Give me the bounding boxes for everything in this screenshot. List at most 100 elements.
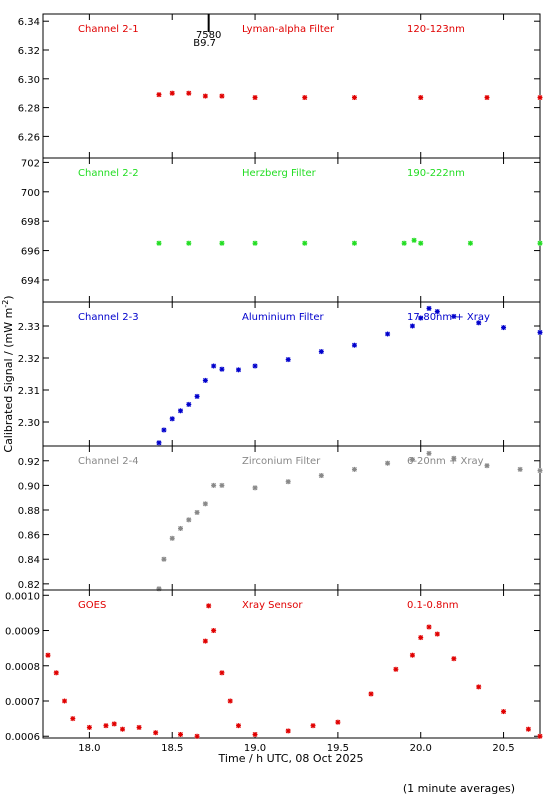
y-tick-label: 0.90 <box>18 481 40 492</box>
y-tick-label: 0.0008 <box>5 662 40 673</box>
y-tick-label: 698 <box>21 217 40 228</box>
data-point <box>368 691 374 697</box>
data-point <box>178 408 184 414</box>
panel-2: 694 696 698 700 702 Channel 2-2 Herzberg Filte… <box>21 157 543 303</box>
data-point <box>153 730 159 736</box>
data-point <box>202 93 208 99</box>
panel-3: 2.30 2.31 2.32 2.33 Channel 2-3 Aluminium Fil… <box>18 301 543 447</box>
filter-label: Zirconium Filter <box>242 456 321 467</box>
data-point <box>409 457 415 463</box>
data-point <box>351 240 357 246</box>
data-point <box>351 466 357 472</box>
data-point <box>537 329 543 335</box>
data-point <box>202 377 208 383</box>
data-point <box>409 323 415 329</box>
x-tick-label: 18.5 <box>161 743 183 754</box>
data-point <box>136 724 142 730</box>
y-tick-label: 0.82 <box>18 580 40 591</box>
data-point <box>302 95 308 101</box>
data-point <box>156 586 162 592</box>
y-tick-label: 700 <box>21 188 40 199</box>
data-point <box>451 313 457 319</box>
band-label: 17-80nm + Xray <box>407 312 490 323</box>
y-tick-label: 0.0010 <box>5 591 40 602</box>
x-tick-label: 19.5 <box>327 743 349 754</box>
x-tick-label: 20.0 <box>410 743 432 754</box>
averaging-footnote: (1 minute averages) <box>403 782 515 795</box>
band-label: 190-222nm <box>407 168 465 179</box>
data-point <box>235 723 241 729</box>
data-point <box>53 670 59 676</box>
data-point <box>219 366 225 372</box>
data-point <box>194 509 200 515</box>
panel-1: 6.26 6.28 6.30 6.32 6.34 Channel 2-1 Lyman-alp… <box>18 13 543 159</box>
data-point <box>385 331 391 337</box>
y-tick-label: 6.34 <box>18 17 40 28</box>
data-point <box>62 698 68 704</box>
data-point <box>517 466 523 472</box>
data-point <box>426 624 432 630</box>
filter-label: Aluminium Filter <box>242 312 325 323</box>
data-point <box>219 670 225 676</box>
y-tick-label: 6.26 <box>18 132 40 143</box>
data-point <box>467 240 473 246</box>
data-point <box>194 393 200 399</box>
data-point <box>411 237 417 243</box>
x-tick-label: 19.0 <box>244 743 266 754</box>
data-point <box>186 240 192 246</box>
panel-frame <box>42 301 541 447</box>
channel-label: Channel 2-2 <box>78 168 139 179</box>
y-tick-label: 2.31 <box>18 386 40 397</box>
data-point <box>401 240 407 246</box>
y-tick-label: 0.92 <box>18 457 40 468</box>
y-tick-label: 0.0009 <box>5 627 40 638</box>
y-tick-label: 2.30 <box>18 418 40 429</box>
y-tick-label: 0.84 <box>18 555 40 566</box>
data-point <box>418 95 424 101</box>
data-point <box>418 240 424 246</box>
channel-label: Channel 2-4 <box>78 456 139 467</box>
data-point <box>451 455 457 461</box>
data-point <box>418 635 424 641</box>
data-point <box>161 556 167 562</box>
y-tick-label: 702 <box>21 158 40 169</box>
y-tick-label: 0.88 <box>18 506 40 517</box>
y-tick-label: 694 <box>21 276 40 287</box>
data-point <box>186 517 192 523</box>
data-point <box>252 95 258 101</box>
data-point <box>206 603 212 609</box>
data-point <box>202 501 208 507</box>
data-point <box>252 363 258 369</box>
data-point <box>169 416 175 422</box>
data-point <box>211 482 217 488</box>
data-point <box>156 92 162 98</box>
data-point <box>235 367 241 373</box>
data-point <box>70 716 76 722</box>
data-point <box>103 723 109 729</box>
data-point <box>161 427 167 433</box>
data-point <box>426 450 432 456</box>
band-label: 6-20nm + Xray <box>407 456 484 467</box>
y-tick-label: 2.32 <box>18 354 40 365</box>
y-tick-label: 6.32 <box>18 46 40 57</box>
data-point <box>252 485 258 491</box>
data-point <box>434 309 440 315</box>
panel-4: 0.82 0.84 0.86 0.88 0.90 0.92 Channel 2-4 Zirco… <box>18 445 543 592</box>
y-tick-label: 2.33 <box>18 322 40 333</box>
data-point <box>434 631 440 637</box>
flare-number-label: 7580 <box>196 30 221 41</box>
filter-label: Xray Sensor <box>242 600 303 611</box>
data-point <box>252 731 258 737</box>
data-point <box>120 726 126 732</box>
x-tick-label: 18.0 <box>78 743 100 754</box>
panel-frame <box>42 13 541 159</box>
data-point <box>211 628 217 634</box>
data-point <box>219 482 225 488</box>
data-point <box>156 240 162 246</box>
y-tick-label: 0.86 <box>18 531 40 542</box>
y-tick-label: 0.0006 <box>5 732 40 743</box>
data-point <box>525 726 531 732</box>
data-point <box>537 240 543 246</box>
data-point <box>86 724 92 730</box>
